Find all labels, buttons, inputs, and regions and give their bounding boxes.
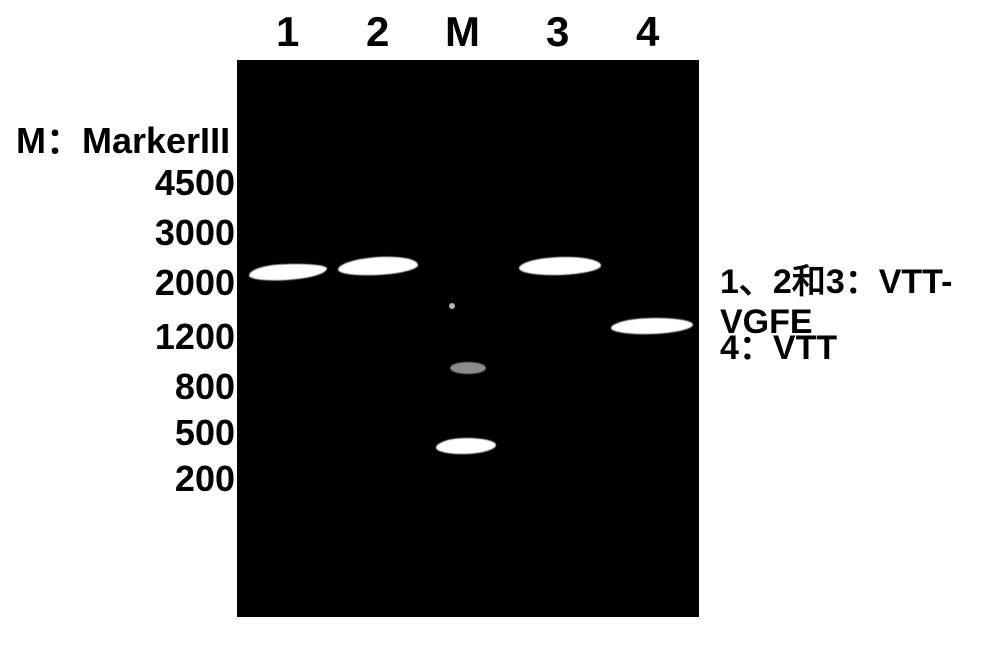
lane-label-1: 1 bbox=[276, 8, 299, 56]
marker-size-3000: 3000 bbox=[0, 212, 235, 254]
band-M-upper bbox=[450, 362, 486, 374]
marker-size-500: 500 bbox=[0, 412, 235, 454]
lane-label-2: 2 bbox=[366, 8, 389, 56]
lane-label-M: M bbox=[445, 8, 480, 56]
lane-label-4: 4 bbox=[636, 8, 659, 56]
annotation-lane-4: 4：VTT bbox=[720, 320, 837, 369]
gel-image bbox=[237, 60, 699, 617]
band-lane3 bbox=[519, 256, 602, 277]
band-lane4 bbox=[611, 317, 694, 336]
marker-size-2000: 2000 bbox=[0, 262, 235, 304]
marker-size-200: 200 bbox=[0, 458, 235, 500]
marker-size-800: 800 bbox=[0, 366, 235, 408]
figure-container: 1 2 M 3 4 M：MarkerIII 4500 3000 2000 120… bbox=[0, 0, 1001, 647]
band-lane1 bbox=[249, 262, 328, 282]
marker-size-1200: 1200 bbox=[0, 316, 235, 358]
band-lane2 bbox=[337, 254, 418, 278]
marker-size-4500: 4500 bbox=[0, 162, 235, 204]
gel-speck bbox=[449, 303, 455, 309]
marker-legend: M：MarkerIII bbox=[16, 112, 230, 164]
lane-label-3: 3 bbox=[546, 8, 569, 56]
band-M-lower bbox=[436, 437, 497, 455]
